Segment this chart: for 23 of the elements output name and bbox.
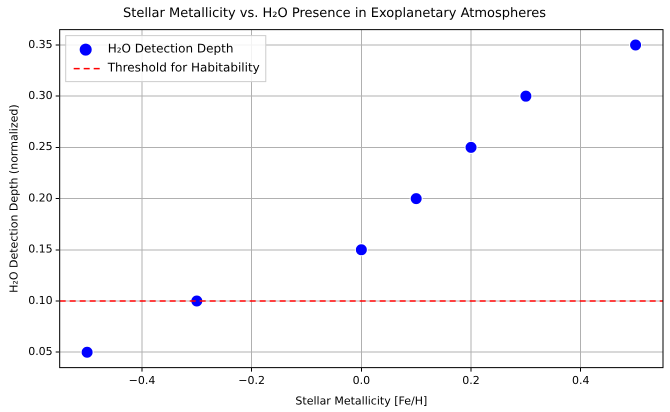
point <box>519 90 532 103</box>
point <box>354 243 368 256</box>
y-tick-label: 0.10 <box>28 294 53 307</box>
y-axis-title: H₂O Detection Depth (normalized) <box>7 104 20 293</box>
legend-label: Threshold for Habitability <box>106 60 260 75</box>
x-tick-label: 0.0 <box>352 374 370 388</box>
legend-label: H₂O Detection Depth <box>108 42 234 56</box>
point <box>464 140 478 154</box>
point <box>80 346 94 359</box>
x-tick-label: −0.4 <box>128 374 156 388</box>
x-axis-title: Stellar Metallicity [Fe/H] <box>295 394 428 408</box>
x-tick-label: −0.2 <box>238 374 266 388</box>
chart-title: Stellar Metallicity vs. H₂O Presence in Exoplanetary Atmospheres <box>122 6 546 22</box>
point <box>410 192 423 206</box>
y-tick-label: 0.15 <box>28 242 53 256</box>
y-tick-label: 0.30 <box>28 89 53 102</box>
x-tick-label: 0.4 <box>572 374 590 388</box>
y-tick-label: 0.35 <box>28 38 53 51</box>
point <box>629 38 642 52</box>
y-tick-label: 0.20 <box>28 191 53 204</box>
x-tick-label: 0.2 <box>462 374 480 388</box>
y-tick-label: 0.25 <box>28 140 53 154</box>
y-tick-label: 0.05 <box>28 345 53 358</box>
